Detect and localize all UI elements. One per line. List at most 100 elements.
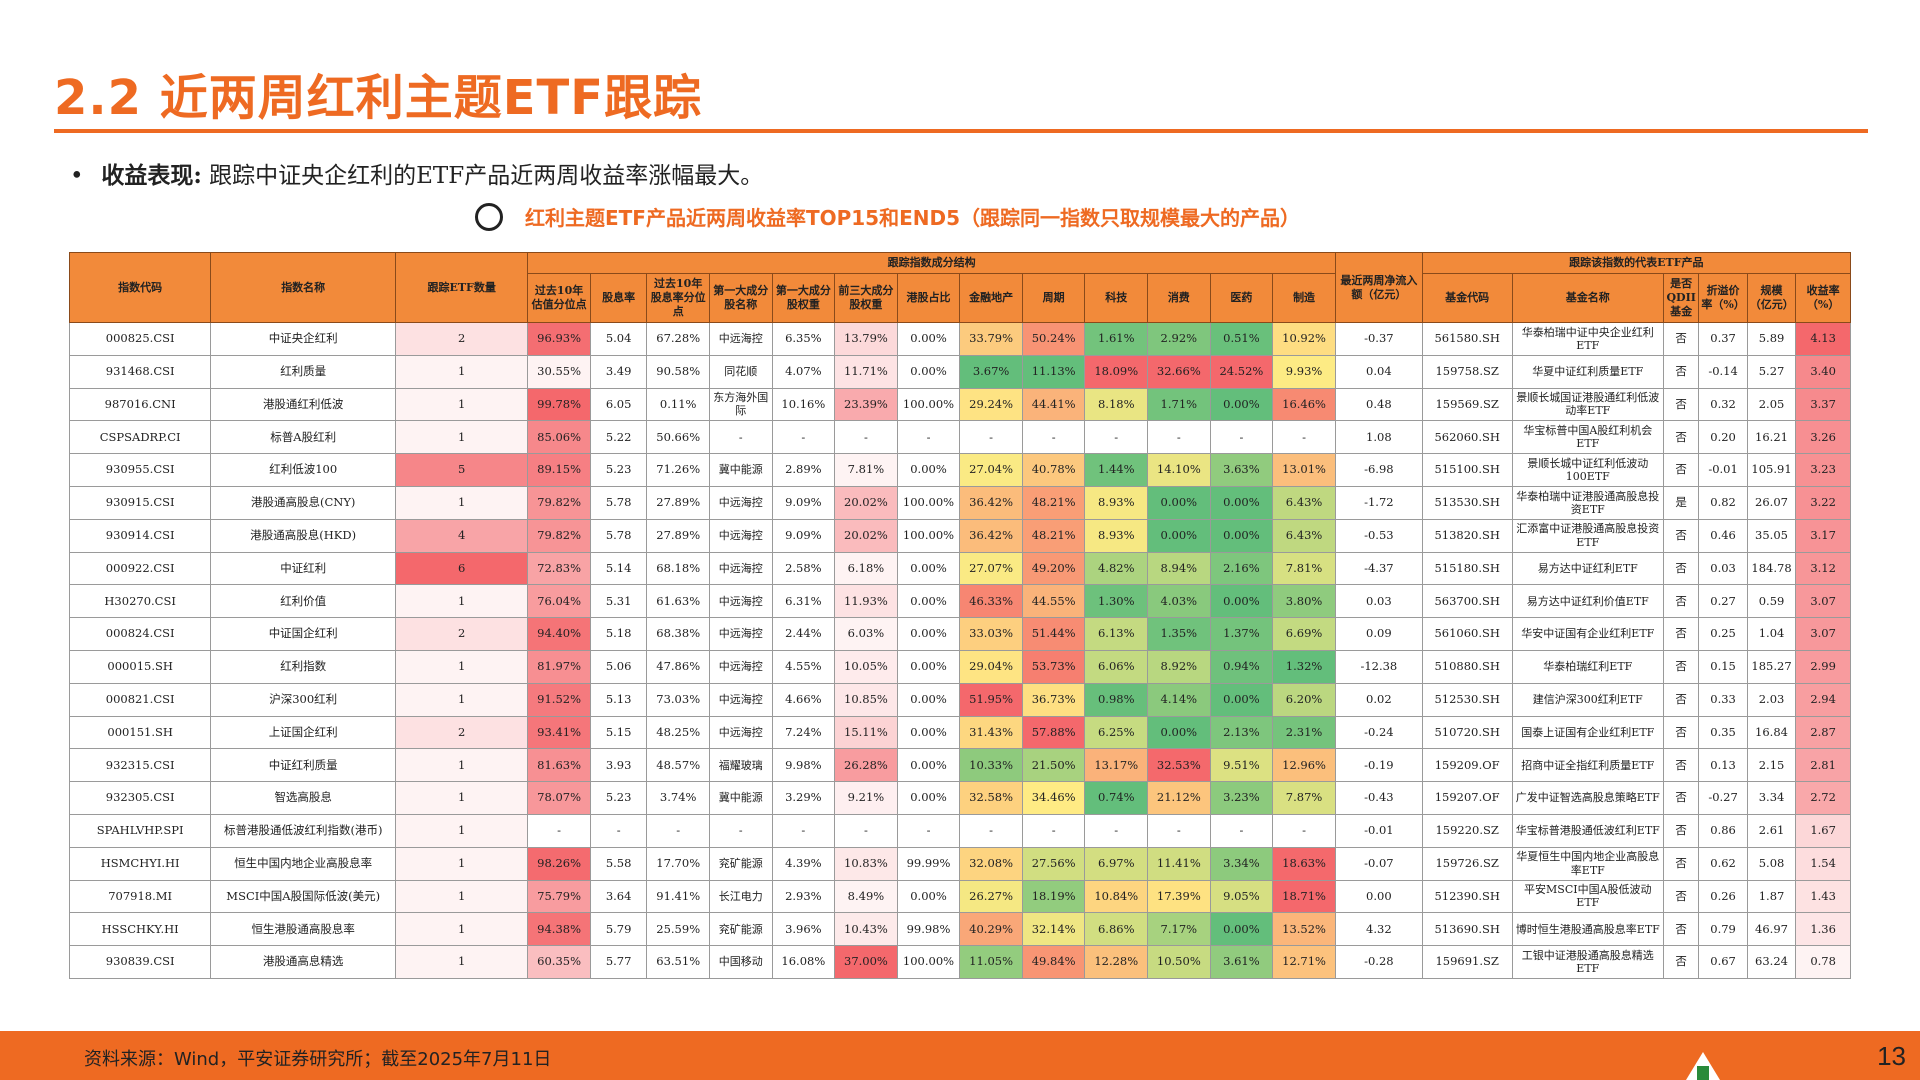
cell-fin: - bbox=[959, 813, 1023, 848]
cell-top1-name: 同花顺 bbox=[708, 354, 773, 389]
cell-premium: -0.14 bbox=[1698, 354, 1748, 389]
cell-fund-code: 512530.SH bbox=[1421, 682, 1513, 717]
cell-cyc: 32.14% bbox=[1021, 912, 1086, 947]
cell-med: 3.63% bbox=[1209, 453, 1274, 487]
cell-cons: 8.94% bbox=[1147, 551, 1211, 586]
cell-premium: 0.27 bbox=[1698, 584, 1748, 619]
cell-med: 0.00% bbox=[1209, 584, 1274, 619]
table-row: 000821.CSI 沪深300红利 1 91.52% 5.13 73.03% 中远海控 4.… bbox=[68, 682, 1851, 717]
cell-top1-w: 4.66% bbox=[771, 682, 836, 717]
header-mfg: 制造 bbox=[1272, 273, 1336, 323]
cell-premium: 0.15 bbox=[1698, 649, 1748, 684]
cell-div-pct: 17.70% bbox=[646, 846, 710, 881]
cell-pe-pct: 79.82% bbox=[527, 518, 591, 553]
cell-ret: 2.99 bbox=[1795, 649, 1851, 684]
cell-name: 恒生港股通高股息率 bbox=[210, 912, 397, 947]
cell-code: 932305.CSI bbox=[68, 781, 212, 815]
cell-ret: 1.43 bbox=[1795, 879, 1851, 914]
cell-fund-code: 159726.SZ bbox=[1421, 846, 1513, 881]
cell-med: 3.61% bbox=[1209, 945, 1274, 979]
cell-ret: 2.81 bbox=[1795, 748, 1851, 783]
cell-fin: 31.43% bbox=[959, 715, 1023, 750]
cell-fin: 3.67% bbox=[959, 354, 1023, 389]
cell-top1-name: - bbox=[708, 420, 773, 455]
cell-premium: 0.35 bbox=[1698, 715, 1748, 750]
cell-fund-code: 515180.SH bbox=[1421, 551, 1513, 586]
cell-fin: 36.42% bbox=[959, 518, 1023, 553]
cell-ret: 4.13 bbox=[1795, 322, 1851, 356]
cell-fund-name: 华泰柏瑞中证港股通高股息投资ETF bbox=[1511, 485, 1665, 520]
table-row: 931468.CSI 红利质量 1 30.55% 3.49 90.58% 同花顺 4.07% 1… bbox=[68, 354, 1851, 389]
cell-top3-w: 20.02% bbox=[834, 518, 898, 553]
cell-size: 3.34 bbox=[1746, 781, 1797, 815]
cell-fund-code: 513690.SH bbox=[1421, 912, 1513, 947]
header-size: 规模（亿元） bbox=[1746, 273, 1797, 323]
cell-fund-code: 513530.SH bbox=[1421, 485, 1513, 520]
cell-premium: 0.67 bbox=[1698, 945, 1748, 979]
cell-cons: 0.00% bbox=[1147, 715, 1211, 750]
cell-top1-w: - bbox=[771, 420, 836, 455]
bullet-dot-icon: • bbox=[70, 163, 84, 189]
cell-qdii: 否 bbox=[1663, 649, 1700, 684]
cell-top1-name: 中远海控 bbox=[708, 485, 773, 520]
cell-cons: 4.14% bbox=[1147, 682, 1211, 717]
cell-top1-w: 9.09% bbox=[771, 485, 836, 520]
cell-div-yield: 5.58 bbox=[589, 846, 648, 881]
cell-code: 000825.CSI bbox=[68, 322, 212, 356]
cell-hk: 0.00% bbox=[896, 715, 961, 750]
header-qdii: 是否QDII基金 bbox=[1663, 273, 1700, 323]
cell-qdii: 否 bbox=[1663, 912, 1700, 947]
cell-hk: 0.00% bbox=[896, 453, 961, 487]
cell-tech: 8.93% bbox=[1084, 485, 1149, 520]
cell-mfg: 18.71% bbox=[1272, 879, 1336, 914]
cell-name: 沪深300红利 bbox=[210, 682, 397, 717]
table-row: 707918.MI MSCI中国A股国际低波(美元) 1 75.79% 3.64 91.4… bbox=[68, 879, 1851, 914]
cell-top1-name: 中远海控 bbox=[708, 518, 773, 553]
cell-hk: 0.00% bbox=[896, 781, 961, 815]
cell-code: 930955.CSI bbox=[68, 453, 212, 487]
bullet-summary: • 收益表现: 跟踪中证央企红利的ETF产品近两周收益率涨幅最大。 bbox=[70, 156, 763, 190]
cell-size: 35.05 bbox=[1746, 518, 1797, 553]
cell-name: 港股通高息精选 bbox=[210, 945, 397, 979]
cell-fund-code: 159691.SZ bbox=[1421, 945, 1513, 979]
cell-top1-w: 2.44% bbox=[771, 617, 836, 651]
page-title: 2.2 近两周红利主题ETF跟踪 bbox=[54, 70, 703, 126]
cell-count: 1 bbox=[395, 485, 529, 520]
cell-ret: 3.17 bbox=[1795, 518, 1851, 553]
cell-mfg: 13.01% bbox=[1272, 453, 1336, 487]
cell-mfg: 7.87% bbox=[1272, 781, 1336, 815]
cell-div-yield: 5.23 bbox=[589, 453, 648, 487]
cell-hk: 0.00% bbox=[896, 748, 961, 783]
cell-cons: 14.10% bbox=[1147, 453, 1211, 487]
cell-ret: 3.37 bbox=[1795, 387, 1851, 422]
cell-code: CSPSADRP.CI bbox=[68, 420, 212, 455]
header-tech: 科技 bbox=[1084, 273, 1149, 323]
cell-code: 707918.MI bbox=[68, 879, 212, 914]
cell-top1-w: 4.55% bbox=[771, 649, 836, 684]
cell-top3-w: 15.11% bbox=[834, 715, 898, 750]
cell-top1-name: 冀中能源 bbox=[708, 453, 773, 487]
cell-fund-code: 510720.SH bbox=[1421, 715, 1513, 750]
cell-div-yield: 5.31 bbox=[589, 584, 648, 619]
cell-pe-pct: - bbox=[527, 813, 591, 848]
table-row: HSSCHKY.HI 恒生港股通高股息率 1 94.38% 5.79 25.59% 兖矿能源… bbox=[68, 912, 1851, 947]
cell-flow: -4.37 bbox=[1334, 551, 1423, 586]
cell-premium: 0.25 bbox=[1698, 617, 1748, 651]
cell-flow: 0.04 bbox=[1334, 354, 1423, 389]
cell-count: 1 bbox=[395, 584, 529, 619]
cell-pe-pct: 60.35% bbox=[527, 945, 591, 979]
cell-name: 标普港股通低波红利指数(港币) bbox=[210, 813, 397, 848]
cell-cyc: 44.41% bbox=[1021, 387, 1086, 422]
cell-cons: 2.92% bbox=[1147, 322, 1211, 356]
table-row: 000922.CSI 中证红利 6 72.83% 5.14 68.18% 中远海控 2.58%… bbox=[68, 551, 1851, 586]
cell-top1-name: 中远海控 bbox=[708, 649, 773, 684]
cell-fund-code: 513820.SH bbox=[1421, 518, 1513, 553]
cell-flow: -0.24 bbox=[1334, 715, 1423, 750]
cell-div-yield: 5.14 bbox=[589, 551, 648, 586]
cell-cyc: 57.88% bbox=[1021, 715, 1086, 750]
cell-div-pct: 27.89% bbox=[646, 485, 710, 520]
cell-div-yield: 5.22 bbox=[589, 420, 648, 455]
cell-qdii: 是 bbox=[1663, 485, 1700, 520]
cell-med: - bbox=[1209, 813, 1274, 848]
cell-code: H30270.CSI bbox=[68, 584, 212, 619]
